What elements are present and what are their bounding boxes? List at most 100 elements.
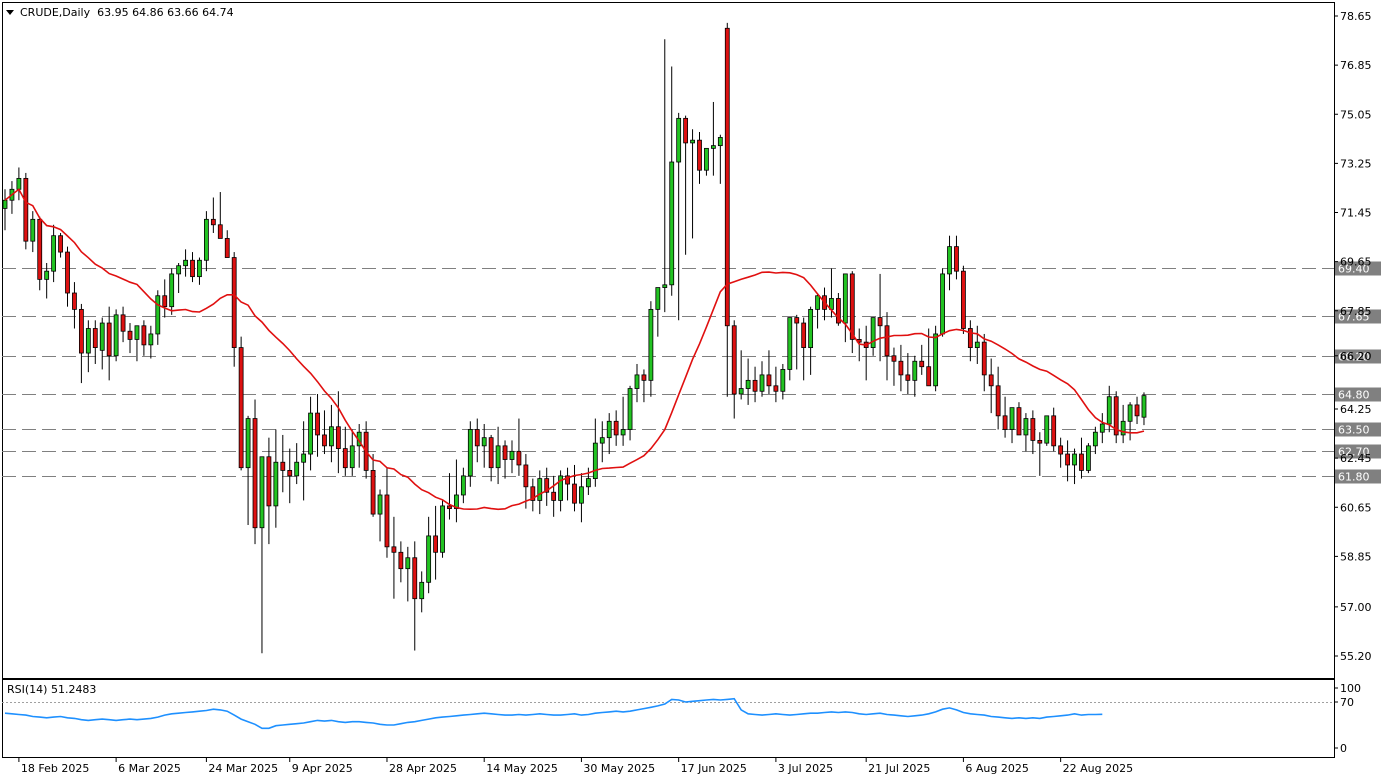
candle-body (141, 325, 147, 346)
rsi-series-line (4, 697, 1103, 730)
candle (210, 197, 216, 233)
ohlc-values: 63.95 64.86 63.66 64.74 (97, 6, 234, 19)
candle-body (1051, 415, 1057, 447)
candle-body (592, 442, 598, 480)
candle (72, 282, 77, 329)
time-tick-label: 3 Jul 2025 (778, 762, 833, 775)
price-tick-label: 76.85 (1340, 59, 1372, 72)
candle-body (391, 546, 397, 553)
price-tick-label: 57.00 (1340, 601, 1372, 614)
candle-body (572, 483, 577, 504)
candle-body (662, 284, 668, 288)
level-tag: 66.20 (1335, 349, 1381, 364)
candle (877, 273, 883, 362)
candle-body (134, 325, 140, 340)
candle-body (544, 478, 550, 493)
candle (238, 336, 244, 471)
candle-body (773, 385, 779, 392)
candle-body (433, 535, 438, 553)
candle (398, 541, 404, 583)
candle-body (65, 251, 70, 294)
price-axis: 78.65 76.85 75.05 73.25 71.45 69.65 67.85 66.20… (1334, 10, 1372, 755)
candle-body (224, 238, 230, 258)
candle-body (85, 328, 91, 354)
candle-body (683, 117, 689, 144)
candle (1113, 391, 1119, 444)
candle (919, 344, 925, 375)
candle (912, 355, 918, 397)
candle-body (627, 388, 633, 430)
candle-body (301, 453, 307, 463)
candle (1037, 432, 1043, 476)
candle (273, 429, 279, 528)
candle-body (398, 551, 404, 570)
candle (9, 181, 15, 214)
candle-body (447, 505, 452, 510)
candle-body (58, 235, 63, 253)
candle-body (641, 374, 647, 381)
price-tick-label: 58.85 (1340, 550, 1372, 563)
candle-body (197, 259, 202, 278)
candle-body (342, 448, 348, 469)
candle (891, 347, 897, 386)
candle-body (245, 418, 251, 469)
candle (1002, 396, 1008, 438)
candle-body (1141, 395, 1147, 418)
caret-down-icon[interactable] (6, 10, 14, 15)
candle (544, 467, 550, 506)
candle (967, 320, 973, 362)
moving-average (4, 188, 1145, 511)
candle (447, 473, 452, 520)
candle-body (787, 317, 793, 370)
candle-body (1113, 396, 1119, 436)
candle-body (836, 298, 841, 324)
candle (502, 440, 508, 479)
candle-body (697, 139, 702, 171)
candle-body (315, 412, 320, 436)
candle (190, 252, 195, 283)
candle-body (440, 505, 445, 553)
candle (460, 467, 466, 504)
candle (884, 312, 890, 381)
candle (933, 325, 939, 392)
candle-body (738, 388, 744, 395)
candle (801, 317, 807, 381)
candle (808, 306, 814, 375)
candle (335, 391, 341, 474)
candle-body (1016, 407, 1022, 436)
candle (204, 211, 209, 272)
candle-body (919, 360, 925, 368)
candle-body (891, 355, 897, 362)
candle (467, 421, 473, 487)
candle (995, 366, 1001, 430)
candle-body (1106, 396, 1112, 425)
candle (1079, 437, 1084, 479)
price-tick-label: 67.85 (1340, 305, 1372, 318)
level-tag-label: 63.50 (1338, 424, 1370, 437)
candle (1120, 404, 1126, 444)
candle (315, 393, 320, 457)
candle (30, 211, 36, 253)
level-tag-label: 62.70 (1338, 446, 1370, 459)
candle (16, 167, 22, 201)
candle (106, 306, 112, 381)
candle (592, 418, 598, 487)
candle-body (780, 369, 786, 392)
candle-body (912, 360, 918, 381)
candle-body (419, 581, 425, 600)
candle (1009, 407, 1015, 444)
candle-body (1127, 404, 1133, 422)
candle (613, 410, 619, 446)
candle-body (481, 437, 487, 447)
candle (2, 189, 8, 231)
candle-body (454, 494, 459, 510)
candle (433, 505, 438, 580)
candle-body (30, 218, 36, 242)
candle-body (926, 366, 932, 387)
candle-body (488, 437, 494, 469)
candle (127, 323, 133, 354)
candle (224, 230, 230, 258)
candle-body (322, 434, 327, 447)
level-tag-label: 61.80 (1338, 471, 1370, 484)
